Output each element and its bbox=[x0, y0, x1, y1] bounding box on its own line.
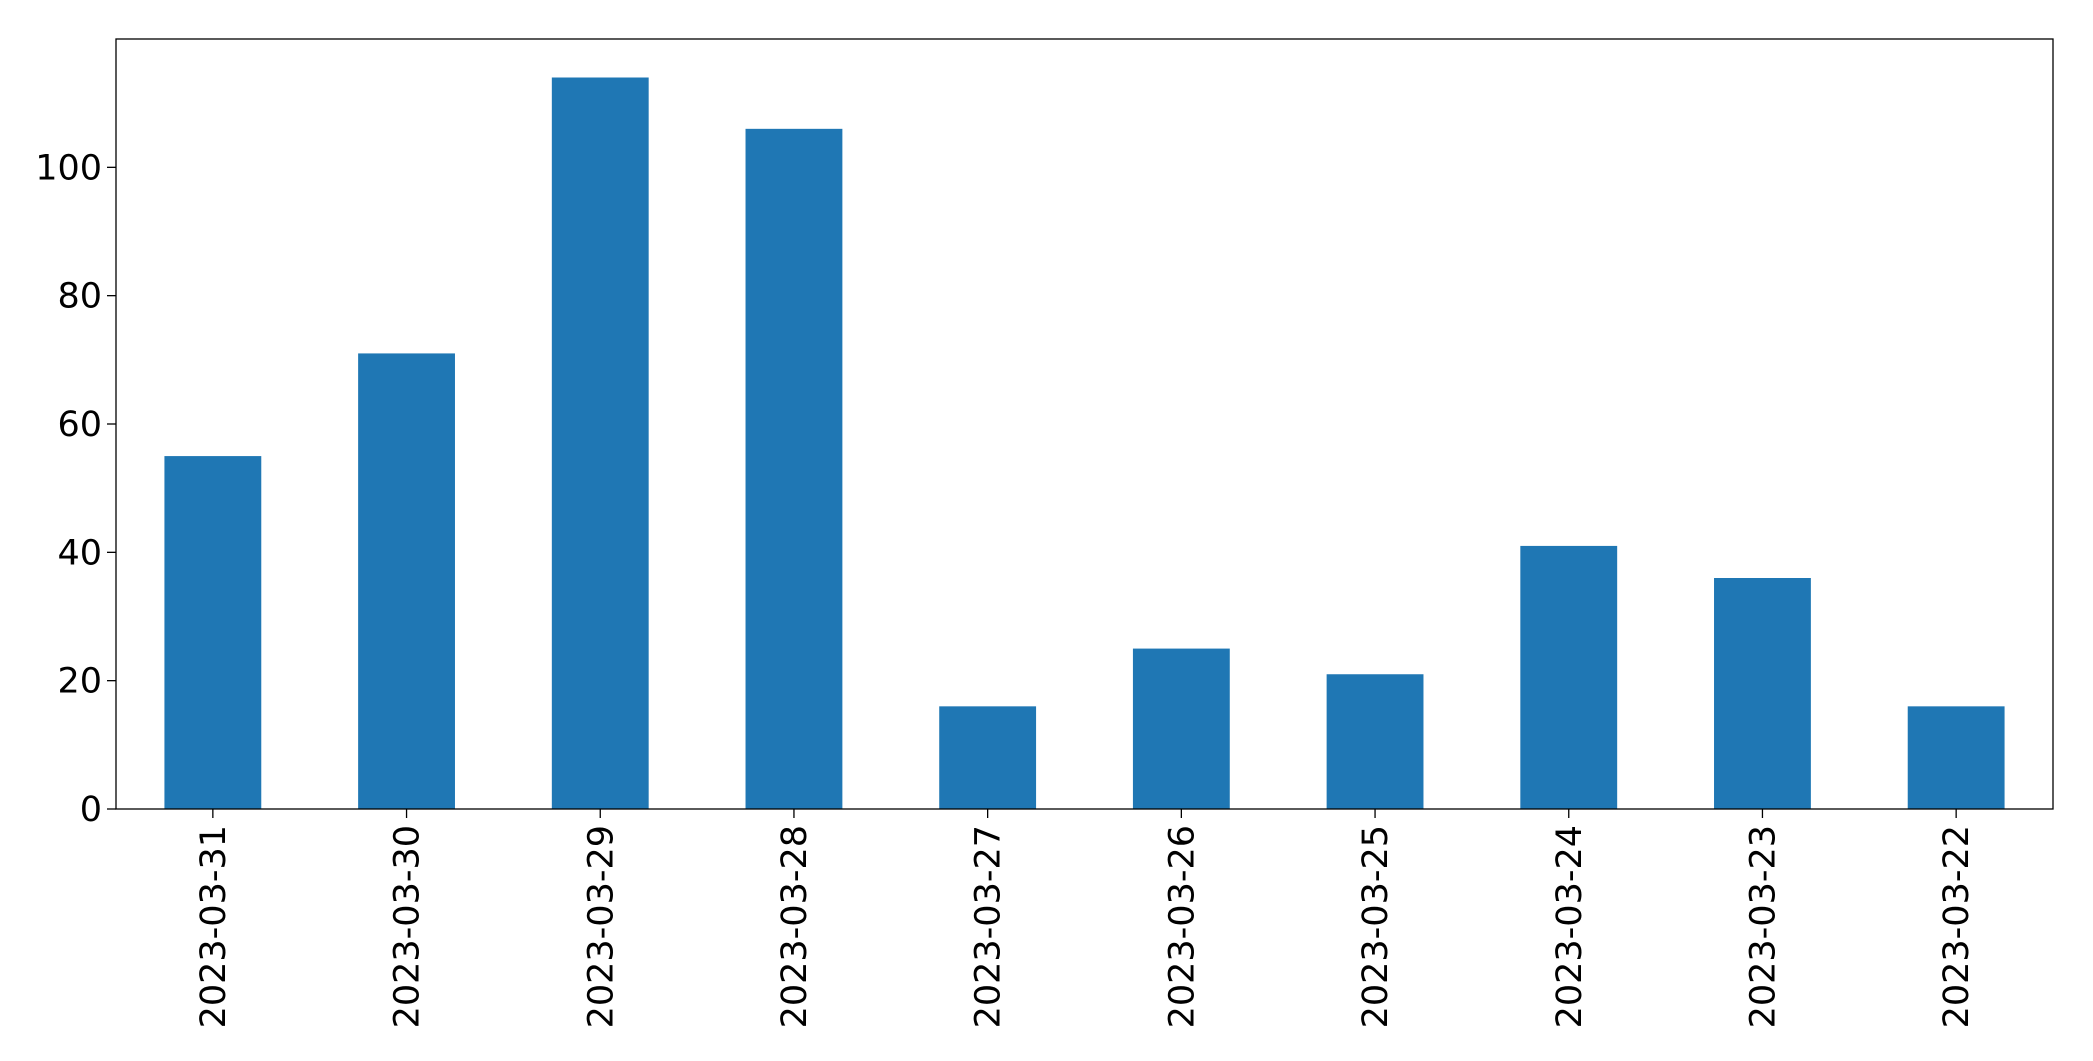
x-tick-label: 2023-03-24 bbox=[1550, 825, 1590, 1028]
x-tick-label: 2023-03-30 bbox=[388, 825, 428, 1028]
y-tick-label: 40 bbox=[57, 533, 102, 573]
bar bbox=[1714, 578, 1811, 809]
y-tick-label: 60 bbox=[57, 405, 102, 445]
x-tick-label: 2023-03-31 bbox=[194, 825, 234, 1028]
bar bbox=[1132, 648, 1230, 809]
x-tick-label: 2023-03-26 bbox=[1162, 825, 1202, 1028]
y-tick-label: 100 bbox=[35, 148, 102, 188]
bar bbox=[358, 353, 455, 809]
bar bbox=[1326, 674, 1424, 809]
bar bbox=[939, 706, 1037, 809]
bar bbox=[1520, 545, 1618, 809]
bar bbox=[551, 77, 649, 809]
x-tick-label: 2023-03-29 bbox=[581, 825, 621, 1028]
y-tick-label: 80 bbox=[57, 277, 102, 317]
bar bbox=[745, 128, 843, 810]
y-tick-label: 20 bbox=[57, 662, 102, 702]
bar bbox=[164, 456, 262, 809]
x-tick-label: 2023-03-25 bbox=[1356, 825, 1396, 1028]
x-tick-label: 2023-03-28 bbox=[775, 825, 815, 1028]
axes-frame bbox=[115, 38, 2054, 810]
x-tick-label: 2023-03-23 bbox=[1743, 825, 1783, 1028]
x-tick-label: 2023-03-22 bbox=[1937, 825, 1977, 1028]
x-tick-label: 2023-03-27 bbox=[969, 825, 1009, 1028]
y-tick-label: 0 bbox=[80, 790, 102, 830]
bar bbox=[1907, 706, 2005, 809]
